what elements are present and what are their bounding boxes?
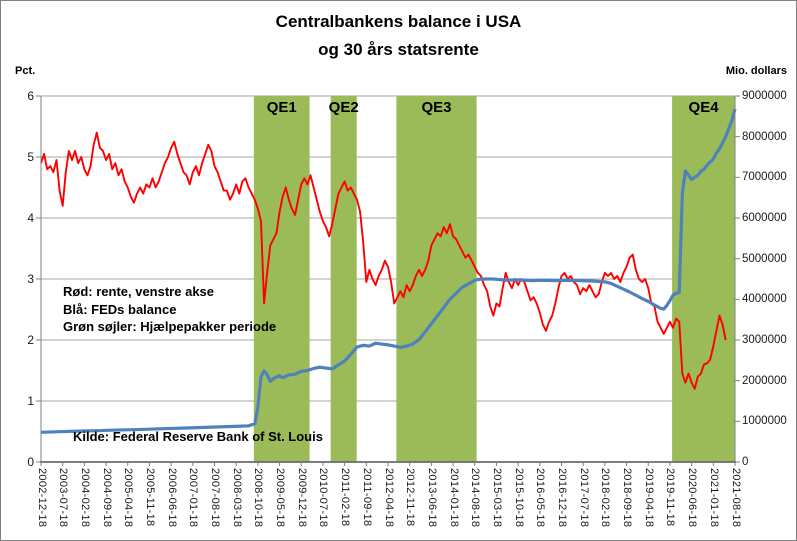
x-axis-tick-label: 2004-09-18: [100, 468, 113, 528]
x-axis-tick-label: 2021-08-18: [729, 468, 742, 528]
rate-line: [40, 131, 727, 390]
right-axis-tick-label: 9000000: [742, 90, 787, 102]
legend: Rød: rente, venstre akse Blå: FEDs balan…: [63, 283, 276, 336]
x-axis-tick-label: 2021-01-18: [707, 468, 720, 528]
qe-band-qe2: [330, 96, 357, 462]
qe-band-label-qe3: QE3: [421, 99, 452, 116]
qe-band-qe3: [396, 96, 477, 462]
left-axis-tick-label: 1: [27, 394, 34, 408]
x-axis-tick-label: 2016-12-18: [556, 468, 568, 528]
x-axis-tick-label: 2014-01-18: [447, 468, 460, 528]
chart-title-line1: Centralbankens balance i USA: [275, 12, 522, 31]
x-axis-tick-label: 2019-11-18: [664, 468, 677, 527]
right-axis-tick-label: 5000000: [742, 252, 787, 265]
left-axis-tick-label: 0: [27, 455, 34, 469]
x-axis-tick-label: 2020-06-18: [686, 468, 699, 528]
right-axis-tick-label: 2000000: [742, 374, 787, 387]
qe-band-label-qe1: QE1: [266, 99, 297, 116]
x-axis-tick-label: 2005-11-18: [143, 468, 156, 527]
legend-rate-line: Rød: rente, venstre akse: [63, 284, 215, 299]
x-axis-tick-label: 2003-07-18: [57, 468, 70, 528]
qe-band-qe4: [672, 96, 735, 462]
right-axis-tick-label: 6000000: [742, 212, 787, 224]
left-axis-tick-label: 5: [27, 150, 34, 164]
qe-band-label-qe2: QE2: [328, 99, 359, 116]
left-axis-tick-label: 4: [27, 211, 34, 225]
x-axis-tick-label: 2011-02-18: [339, 468, 352, 527]
x-axis-tick-label: 2005-04-18: [122, 468, 135, 528]
qe-band-label-qe4: QE4: [688, 99, 719, 116]
x-axis-tick-label: 2008-03-18: [230, 468, 243, 528]
right-axis-tick-label: 8000000: [742, 130, 787, 143]
left-axis-tick-label: 2: [27, 333, 34, 347]
left-axis-tick-label: 3: [27, 272, 34, 286]
x-axis-tick-label: 2006-06-18: [165, 468, 178, 528]
x-axis-tick-label: 2014-08-18: [469, 468, 482, 528]
right-axis-tick-label: 0: [742, 456, 749, 468]
x-axis-tick-label: 2019-04-18: [642, 468, 655, 528]
x-axis-tick-label: 2018-09-18: [621, 468, 634, 528]
left-axis-tick-label: 6: [27, 89, 34, 103]
x-axis-tick-label: 2009-05-18: [274, 468, 287, 528]
x-axis-tick-label: 2002-12-18: [35, 468, 48, 528]
right-axis-tick-label: 7000000: [742, 171, 787, 184]
chart-title-line2: og 30 års statsrente: [318, 40, 479, 59]
x-axis-tick-label: 2011-09-18: [360, 468, 373, 527]
left-axis-unit-label: Pct.: [15, 65, 36, 77]
x-axis-tick-label: 2004-02-18: [78, 468, 91, 528]
x-axis-tick-label: 2010-07-18: [317, 468, 330, 528]
x-axis-tick-label: 2012-04-18: [382, 468, 395, 528]
x-axis-tick-label: 2016-05-18: [534, 468, 547, 528]
x-axis-tick-label: 2008-10-18: [252, 468, 265, 528]
x-axis-tick-label: 2017-07-18: [577, 468, 590, 528]
x-axis-tick-label: 2012-11-18: [404, 468, 417, 527]
x-axis-tick-label: 2015-10-18: [512, 468, 525, 528]
chart-title: Centralbankens balance i USA og 30 års s…: [1, 8, 796, 64]
x-axis-tick-label: 2015-03-18: [490, 468, 503, 528]
right-axis-tick-label: 3000000: [742, 334, 787, 346]
x-axis-tick-label: 2018-02-18: [599, 468, 612, 528]
legend-bands-line: Grøn søjler: Hjælpepakker periode: [63, 319, 277, 334]
right-axis-unit-label: Mio. dollars: [725, 65, 787, 77]
right-axis-tick-label: 1000000: [742, 415, 787, 428]
balance-line: [40, 108, 737, 434]
x-axis-tick-label: 2013-06-18: [425, 468, 438, 528]
legend-balance-line: Blå: FEDs balance: [63, 301, 177, 317]
x-axis-tick-label: 2009-12-18: [295, 468, 308, 528]
x-axis-tick-label: 2007-08-18: [209, 468, 221, 528]
source-note: Kilde: Federal Reserve Bank of St. Louis: [73, 429, 323, 444]
x-axis-tick-label: 2007-01-18: [187, 468, 200, 528]
right-axis-tick-label: 4000000: [742, 293, 787, 306]
